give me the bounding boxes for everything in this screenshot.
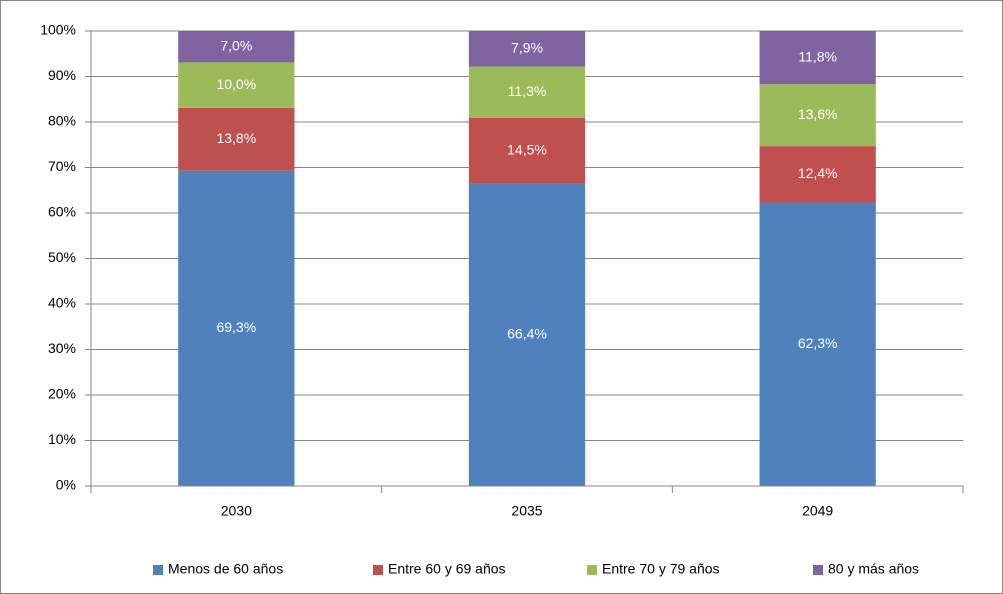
bar-segment xyxy=(178,107,295,171)
value-label: 7,0% xyxy=(220,37,252,53)
bar-segment xyxy=(178,62,295,108)
bar-segment xyxy=(178,170,295,486)
bar-segment xyxy=(468,31,586,67)
value-label: 10,0% xyxy=(216,76,256,92)
legend-swatch xyxy=(813,565,823,575)
y-tick-label: 40% xyxy=(48,295,76,311)
legend-swatch xyxy=(587,565,597,575)
bar-segment xyxy=(468,117,586,184)
value-label: 12,4% xyxy=(798,165,838,181)
value-label: 11,8% xyxy=(798,48,837,64)
bars xyxy=(178,31,876,486)
bar-segment xyxy=(759,202,876,486)
y-tick-label: 100% xyxy=(40,22,76,38)
y-tick-label: 60% xyxy=(48,204,76,220)
legend-label: Entre 60 y 69 años xyxy=(388,561,506,577)
y-tick-label: 30% xyxy=(48,340,76,356)
legend-label: Entre 70 y 79 años xyxy=(602,561,720,577)
y-tick-label: 0% xyxy=(56,477,76,493)
legend-swatch xyxy=(153,565,163,575)
y-tick-label: 80% xyxy=(48,113,76,129)
x-tick-label: 2049 xyxy=(802,503,833,519)
bar-segment xyxy=(759,146,876,203)
y-tick-label: 20% xyxy=(48,386,76,402)
legend-label: 80 y más años xyxy=(828,561,919,577)
bar-segment xyxy=(468,66,586,118)
value-label: 13,6% xyxy=(798,106,838,122)
value-label: 62,3% xyxy=(798,335,838,351)
legend-label: Menos de 60 años xyxy=(168,561,283,577)
bar-segment xyxy=(759,84,876,147)
bar-segment xyxy=(468,183,586,486)
bar-segment xyxy=(178,31,295,63)
value-label: 69,3% xyxy=(216,319,256,335)
bar-segment xyxy=(759,31,876,85)
foreground: 0% 10% 20% 30% 40% 50% 60% 70% 80% 90% 100% 2030 69,… xyxy=(40,22,964,577)
x-tick-label: 2030 xyxy=(221,503,252,519)
value-label: 7,9% xyxy=(511,39,543,55)
y-tick-label: 90% xyxy=(48,67,76,83)
y-tick-label: 10% xyxy=(48,431,76,447)
value-label: 13,8% xyxy=(216,130,256,146)
legend-swatch xyxy=(373,565,383,575)
value-label: 11,3% xyxy=(508,83,547,99)
y-tick-label: 70% xyxy=(48,158,76,174)
x-tick-label: 2035 xyxy=(511,503,542,519)
value-label: 66,4% xyxy=(507,326,547,342)
y-tick-label: 50% xyxy=(48,249,76,265)
value-label: 14,5% xyxy=(507,142,547,158)
